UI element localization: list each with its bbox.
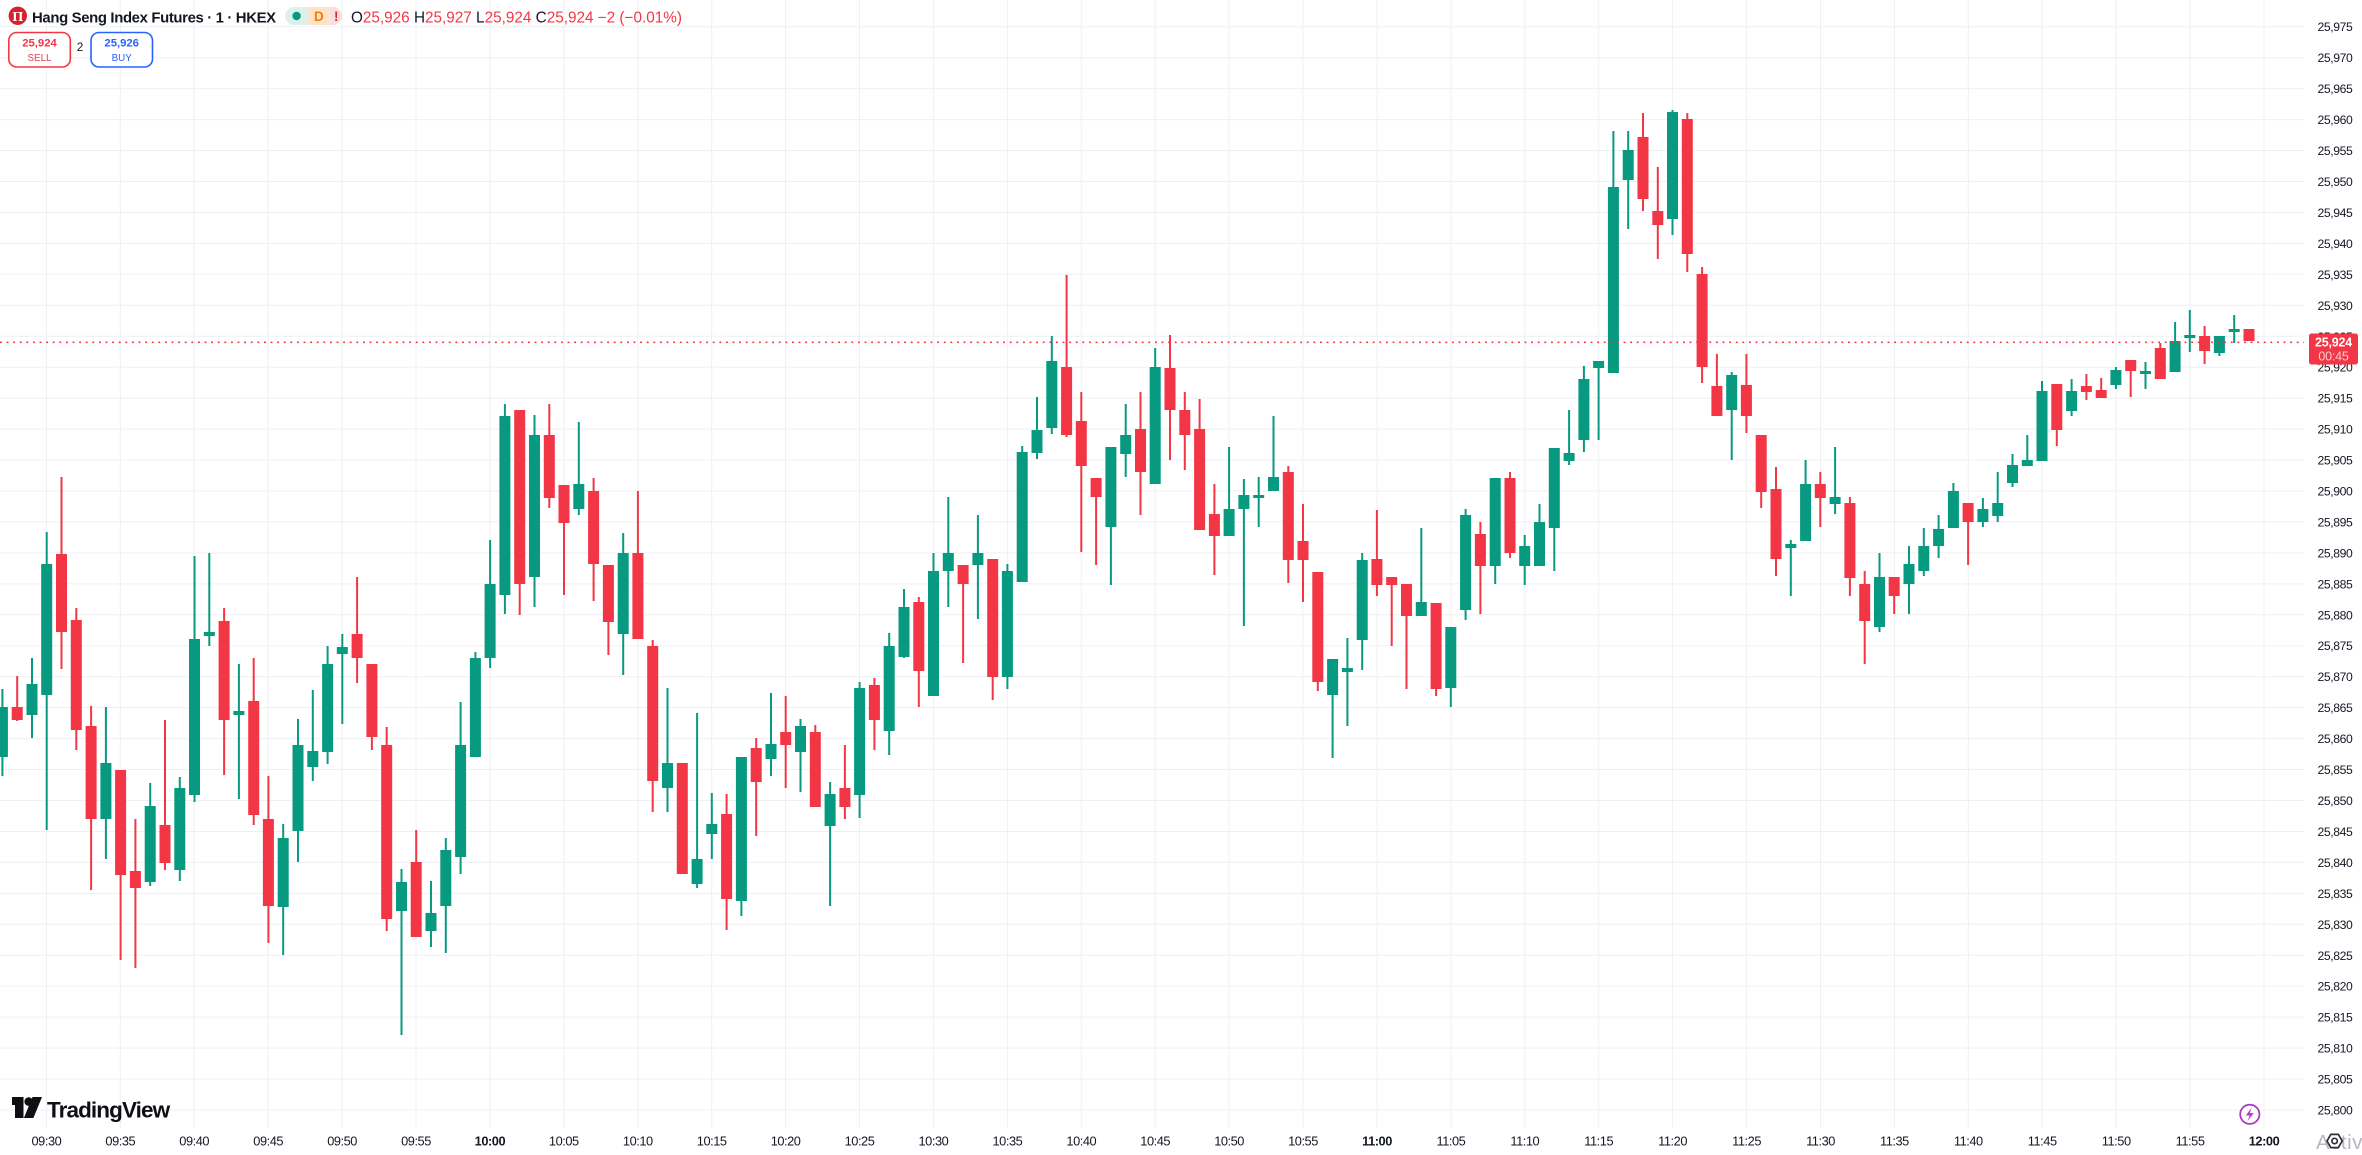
- svg-text:11:00: 11:00: [1362, 1134, 1392, 1149]
- svg-text:11:20: 11:20: [1658, 1134, 1687, 1149]
- svg-text:12:00: 12:00: [2249, 1134, 2280, 1149]
- svg-text:25,875: 25,875: [2318, 639, 2353, 653]
- svg-text:25,815: 25,815: [2318, 1011, 2353, 1025]
- svg-text:25,880: 25,880: [2318, 608, 2353, 622]
- svg-text:11:10: 11:10: [1510, 1134, 1539, 1149]
- svg-text:09:35: 09:35: [105, 1134, 135, 1149]
- svg-text:25,845: 25,845: [2318, 825, 2353, 839]
- svg-text:25,885: 25,885: [2318, 577, 2353, 591]
- svg-text:D: D: [314, 9, 324, 24]
- svg-text:11:40: 11:40: [1954, 1134, 1983, 1149]
- svg-text:25,905: 25,905: [2318, 454, 2353, 468]
- svg-text:11:30: 11:30: [1806, 1134, 1835, 1149]
- svg-text:10:40: 10:40: [1066, 1134, 1096, 1149]
- svg-text:25,926: 25,926: [104, 38, 139, 50]
- svg-text:10:15: 10:15: [697, 1134, 727, 1149]
- svg-text:10:10: 10:10: [623, 1134, 653, 1149]
- svg-text:25,900: 25,900: [2318, 485, 2353, 499]
- svg-text:25,825: 25,825: [2318, 949, 2353, 963]
- svg-text:25,850: 25,850: [2318, 794, 2353, 808]
- svg-text:25,955: 25,955: [2318, 144, 2353, 158]
- svg-text:25,965: 25,965: [2318, 82, 2353, 96]
- svg-text:25,970: 25,970: [2318, 51, 2353, 65]
- svg-text:25,910: 25,910: [2318, 423, 2353, 437]
- svg-text:25,800: 25,800: [2318, 1104, 2353, 1118]
- svg-text:10:20: 10:20: [771, 1134, 801, 1149]
- svg-text:25,830: 25,830: [2318, 918, 2353, 932]
- svg-text:10:55: 10:55: [1288, 1134, 1318, 1149]
- svg-text:Hang Seng Index Futures · 1 ·: Hang Seng Index Futures · 1 · HKEX: [32, 10, 276, 26]
- svg-text:11:25: 11:25: [1732, 1134, 1761, 1149]
- svg-text:09:30: 09:30: [32, 1134, 62, 1149]
- svg-text:11:15: 11:15: [1584, 1134, 1613, 1149]
- svg-text:10:30: 10:30: [919, 1134, 949, 1149]
- svg-text:25,805: 25,805: [2318, 1073, 2353, 1087]
- svg-text:TradingView: TradingView: [47, 1098, 171, 1123]
- svg-text:09:45: 09:45: [253, 1134, 283, 1149]
- svg-text:25,915: 25,915: [2318, 392, 2353, 406]
- svg-text:O25,926 H25,927 L25,924 C25,92: O25,926 H25,927 L25,924 C25,924 −2 (−0.0…: [351, 9, 682, 26]
- svg-text:BUY: BUY: [112, 53, 133, 64]
- svg-text:10:45: 10:45: [1140, 1134, 1170, 1149]
- svg-text:25,895: 25,895: [2318, 515, 2353, 529]
- svg-text:25,924: 25,924: [22, 38, 57, 50]
- svg-text:25,840: 25,840: [2318, 856, 2353, 870]
- svg-text:25,924: 25,924: [2315, 336, 2352, 350]
- svg-text:25,810: 25,810: [2318, 1042, 2353, 1056]
- svg-text:10:00: 10:00: [475, 1134, 506, 1149]
- svg-text:25,870: 25,870: [2318, 670, 2353, 684]
- svg-text:25,930: 25,930: [2318, 299, 2353, 313]
- svg-text:25,975: 25,975: [2318, 20, 2353, 34]
- svg-text:25,865: 25,865: [2318, 701, 2353, 715]
- svg-text:10:25: 10:25: [845, 1134, 875, 1149]
- svg-text:11:45: 11:45: [2028, 1134, 2057, 1149]
- svg-text:00:45: 00:45: [2318, 350, 2349, 364]
- svg-text:25,835: 25,835: [2318, 887, 2353, 901]
- svg-text:11:05: 11:05: [1436, 1134, 1465, 1149]
- svg-text:25,940: 25,940: [2318, 237, 2353, 251]
- svg-text:10:05: 10:05: [549, 1134, 579, 1149]
- svg-text:25,890: 25,890: [2318, 546, 2353, 560]
- svg-text:25,855: 25,855: [2318, 763, 2353, 777]
- svg-text:10:50: 10:50: [1214, 1134, 1244, 1149]
- svg-text:11:55: 11:55: [2176, 1134, 2205, 1149]
- svg-text:11:50: 11:50: [2102, 1134, 2131, 1149]
- svg-text:25,945: 25,945: [2318, 206, 2353, 220]
- svg-text:09:50: 09:50: [327, 1134, 357, 1149]
- svg-text:SELL: SELL: [28, 53, 53, 64]
- svg-text:10:35: 10:35: [993, 1134, 1023, 1149]
- svg-text:25,860: 25,860: [2318, 732, 2353, 746]
- svg-text:25,820: 25,820: [2318, 980, 2353, 994]
- svg-text:2: 2: [77, 40, 84, 54]
- svg-text:11:35: 11:35: [1880, 1134, 1909, 1149]
- svg-text:25,960: 25,960: [2318, 113, 2353, 127]
- svg-text:Π: Π: [12, 10, 23, 25]
- svg-text:!: !: [334, 9, 339, 24]
- svg-text:25,935: 25,935: [2318, 268, 2353, 282]
- svg-text:25,950: 25,950: [2318, 175, 2353, 189]
- svg-text:09:40: 09:40: [179, 1134, 209, 1149]
- svg-text:09:55: 09:55: [401, 1134, 431, 1149]
